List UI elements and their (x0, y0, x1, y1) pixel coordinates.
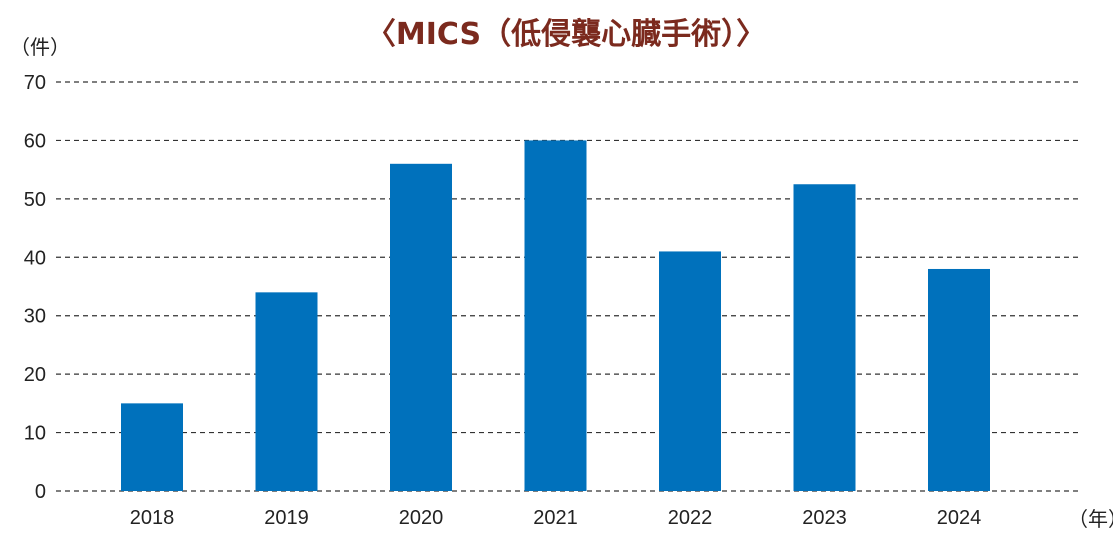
y-tick-label: 30 (24, 306, 46, 328)
bar-2019 (255, 292, 318, 491)
x-tick-label: 2024 (937, 507, 982, 529)
bar-2024 (928, 268, 990, 491)
y-tick-label: 60 (24, 130, 46, 152)
x-tick-label: 2019 (264, 507, 309, 529)
y-tick-label: 10 (24, 423, 46, 445)
x-tick-label: 2020 (399, 507, 444, 529)
bar-2021 (524, 140, 587, 491)
x-tick-label: 2021 (533, 507, 578, 529)
bar-2022 (659, 251, 721, 491)
x-tick-label: 2018 (130, 507, 175, 529)
y-tick-label: 0 (35, 481, 46, 503)
x-tick-label: 2022 (668, 507, 713, 529)
bar-2018 (121, 403, 183, 491)
x-tick-label: 2023 (802, 507, 847, 529)
y-tick-label: 20 (24, 364, 46, 386)
bar-2020 (390, 163, 452, 492)
y-axis-ticks: 0 10 20 30 40 50 60 70 (24, 72, 46, 503)
chart-title: 〈MICS（低侵襲心臓手術）〉 (366, 17, 766, 52)
y-axis-unit-label: （件） (10, 35, 70, 59)
y-tick-label: 70 (24, 72, 46, 94)
y-tick-label: 50 (24, 189, 46, 211)
x-axis-unit-label: （年） (1068, 507, 1113, 531)
x-axis-ticks: 2018 2019 2020 2021 2022 2023 2024 (130, 507, 982, 529)
y-tick-label: 40 (24, 247, 46, 269)
bar-2023 (793, 184, 856, 491)
bar-series (121, 140, 990, 492)
